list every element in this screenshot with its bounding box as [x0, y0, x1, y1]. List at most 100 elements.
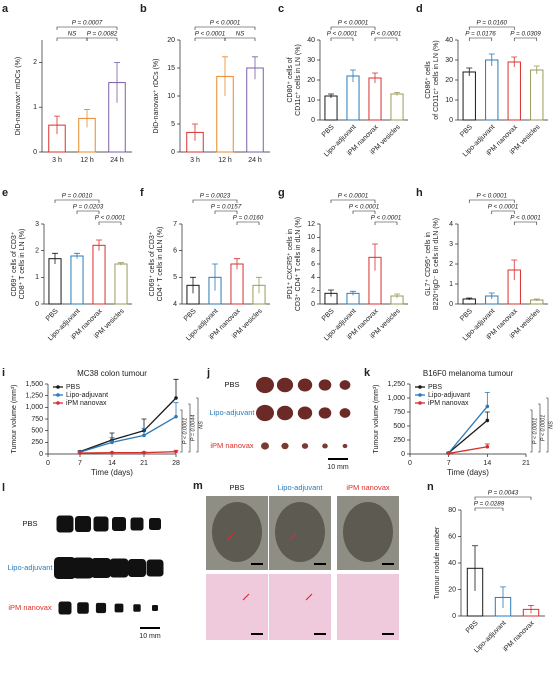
error-bar — [394, 92, 400, 96]
error-bar — [511, 56, 518, 67]
lung — [343, 502, 393, 562]
panel-label: k — [364, 367, 371, 379]
comparison-bracket — [474, 507, 504, 511]
x-tick-label: 7 — [78, 460, 82, 467]
marker — [174, 449, 178, 454]
y-tick-label: 500 — [393, 423, 405, 430]
column-label: PBS — [229, 483, 244, 492]
y-axis-label: DiD-nanovax⁺ mDCs (%) — [15, 57, 22, 135]
y-axis-label: CD86⁺ cells — [425, 61, 432, 99]
y-axis-label: GL7⁺ CD95⁺ cells in — [425, 232, 432, 296]
comparison-bracket — [468, 37, 493, 41]
line — [448, 419, 488, 454]
y-tick-label: 3 — [35, 221, 39, 228]
legend-label: PBS — [66, 384, 80, 391]
comparison-bracket — [546, 397, 549, 453]
y-tick-label: 60 — [448, 533, 456, 540]
error-bar — [533, 65, 540, 74]
y-axis-label: CD4⁺ T cells in dLN (%) — [157, 227, 164, 302]
tumour-photo — [318, 407, 332, 419]
y-tick-label: 0 — [452, 613, 456, 620]
line — [79, 416, 177, 453]
error-bar — [533, 298, 540, 301]
y-axis-label: CD11c⁺ cells in LN (%) — [295, 44, 302, 116]
row-label: Lipo-adjuvant — [209, 408, 255, 417]
comparison-bracket — [54, 199, 100, 203]
y-tick-label: 10 — [167, 93, 175, 100]
error-bar — [328, 93, 334, 98]
panel-label: c — [278, 3, 284, 15]
y-tick-label: 20 — [307, 77, 315, 84]
error-bar — [500, 586, 506, 609]
panel-label: e — [2, 187, 8, 199]
arrow — [226, 533, 250, 601]
legend-marker — [418, 401, 422, 405]
y-tick-label: 1 — [35, 274, 39, 281]
y-tick-label: 6 — [311, 261, 315, 268]
p-value: P < 0.0001 — [327, 31, 357, 38]
legend-marker — [56, 385, 60, 389]
p-value: NS — [198, 421, 204, 429]
y-tick-label: 2 — [449, 261, 453, 268]
p-value: P < 0.0001 — [540, 415, 546, 442]
marker — [78, 451, 82, 455]
y-axis-label: CD3⁺ CD4⁺ T cells in dLN (%) — [295, 217, 302, 311]
p-value: P = 0.0176 — [465, 31, 496, 38]
histology — [206, 574, 268, 640]
comparison-bracket — [513, 37, 538, 41]
y-axis-label: CD69⁺ cells of CD3⁺ — [149, 231, 156, 296]
panel-label: l — [2, 482, 5, 494]
comparison-bracket — [468, 26, 515, 30]
line — [448, 446, 488, 455]
marker — [485, 404, 490, 409]
comparison-bracket — [192, 199, 238, 203]
x-tick-label: 14 — [108, 460, 116, 467]
line — [79, 451, 177, 454]
error-bar — [488, 292, 495, 299]
marker — [174, 414, 178, 419]
y-tick-label: 40 — [445, 37, 453, 44]
y-axis-label: CD80⁺ cells of — [287, 57, 294, 102]
error-bar — [173, 378, 179, 398]
p-value: P < 0.0001 — [477, 193, 507, 200]
comparison-bracket — [236, 221, 260, 225]
error-bar — [234, 258, 240, 270]
comparison-bracket — [513, 221, 538, 225]
y-tick-label: 20 — [445, 77, 453, 84]
y-axis-label: CD69⁺ cells of CD3⁺ — [11, 231, 18, 296]
comparison-bracket — [86, 37, 118, 41]
comparison-bracket — [196, 397, 199, 453]
tumour-image — [128, 559, 146, 577]
error-bar — [222, 56, 228, 96]
x-tick-label: 28 — [172, 460, 180, 467]
error-bar — [173, 402, 179, 417]
tumour-photo — [301, 443, 309, 449]
bar — [92, 244, 106, 305]
p-value: P < 0.0001 — [210, 20, 240, 27]
comparison-bracket — [56, 26, 118, 30]
y-tick-label: 0 — [449, 117, 453, 124]
error-bar — [328, 289, 334, 297]
y-tick-label: 40 — [448, 560, 456, 567]
column-label: iPM nanovax — [346, 483, 390, 492]
lung — [275, 502, 325, 562]
tumour-image — [146, 559, 164, 577]
y-tick-label: 0 — [33, 149, 37, 156]
y-tick-label: 1,250 — [25, 393, 43, 400]
row-label: PBS — [224, 380, 239, 389]
y-tick-label: 10 — [307, 97, 315, 104]
legend-label: iPM nanovax — [66, 400, 107, 407]
error-bar — [118, 262, 124, 266]
tumour-photo — [339, 380, 351, 390]
tumour-image — [95, 602, 107, 614]
comparison-bracket — [352, 210, 376, 214]
y-axis-label: Tumour volume (mm³) — [11, 385, 18, 454]
marker — [110, 440, 114, 445]
tumour-image — [91, 558, 111, 578]
tumour-photo — [297, 378, 313, 392]
y-tick-label: 250 — [393, 437, 405, 444]
x-axis-label: Time (days) — [447, 468, 489, 477]
y-tick-label: 10 — [307, 234, 315, 241]
x-tick-label: PBS — [321, 124, 336, 139]
y-tick-label: 6 — [173, 248, 177, 255]
